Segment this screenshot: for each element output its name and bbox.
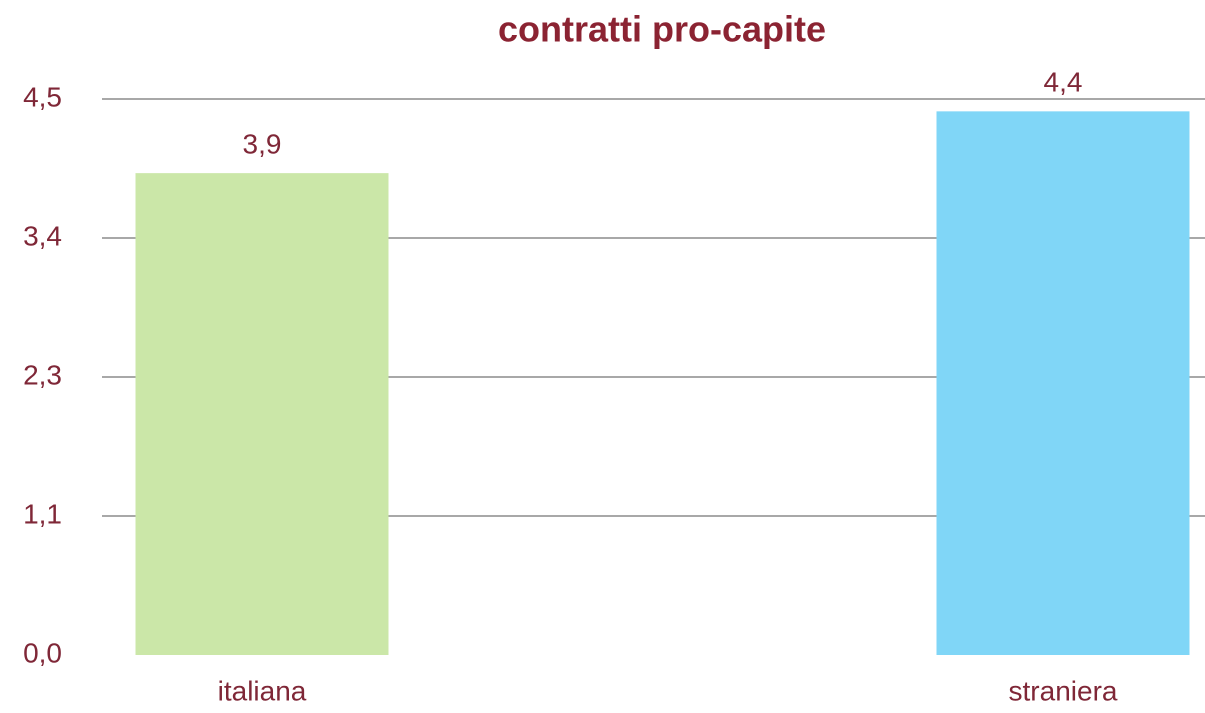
y-tick-label: 1,1 (23, 498, 62, 529)
bar (936, 111, 1190, 656)
chart-title: contratti pro-capite (498, 9, 826, 50)
data-label: 4,4 (1044, 67, 1083, 98)
x-tick-label: straniera (1009, 675, 1118, 706)
x-tick-label: italiana (218, 675, 307, 706)
y-tick-label: 0,0 (23, 637, 62, 668)
bar (135, 173, 389, 655)
y-tick-label: 4,5 (23, 81, 62, 112)
y-tick-label: 3,4 (23, 220, 62, 251)
y-tick-label: 2,3 (23, 359, 62, 390)
data-label: 3,9 (243, 129, 282, 160)
